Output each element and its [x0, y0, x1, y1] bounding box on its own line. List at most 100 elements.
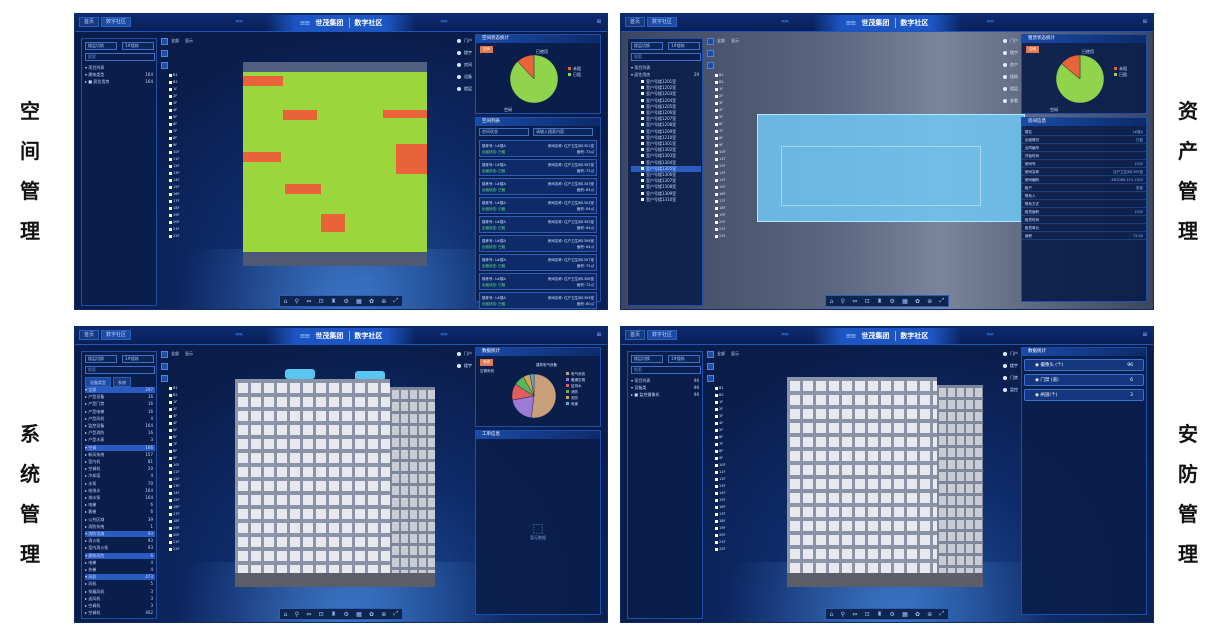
search-icon[interactable]: ⚲	[840, 610, 846, 618]
floor-item[interactable]: 3F	[169, 100, 183, 106]
view-mode-item[interactable]: 楼层	[1003, 86, 1018, 92]
tree-room-item[interactable]: 室户号楼1207室	[631, 116, 701, 122]
tab-digital-community[interactable]: 数字社区	[647, 330, 678, 340]
checkbox-icon[interactable]	[641, 191, 644, 195]
floor-item[interactable]: 19F	[169, 525, 183, 531]
floor-item[interactable]: 19F	[715, 525, 729, 531]
floor-item[interactable]: 7F	[169, 441, 183, 447]
measure-icon[interactable]: ⇔	[852, 297, 858, 305]
tree-room-item[interactable]: 室户号楼1308室	[631, 184, 701, 190]
floor-item[interactable]: 18F	[169, 205, 183, 211]
search-input[interactable]: 搜索	[85, 366, 155, 374]
floor-item[interactable]: 17F	[169, 511, 183, 517]
tree-room-item[interactable]: 室户号楼1201室	[631, 79, 701, 85]
frame-icon[interactable]: ⊡	[318, 297, 324, 305]
floor-item[interactable]: 21F	[715, 226, 729, 232]
status-filter[interactable]: 房间状态	[479, 128, 529, 136]
rooftop-equipment[interactable]	[285, 369, 315, 379]
tab-home[interactable]: 首页	[625, 330, 646, 340]
floor-item[interactable]: 1F	[715, 399, 729, 405]
floor-item[interactable]: 9F	[169, 142, 183, 148]
tab-home[interactable]: 首页	[625, 17, 646, 27]
floor-item[interactable]: 20F	[169, 532, 183, 538]
space-card[interactable]: 楼栋号: 1#楼A 房间名称: 住户卫生间1308室 出租状态: 已租 面积: 72㎡	[479, 273, 597, 290]
floor-item[interactable]: B2	[715, 79, 729, 85]
plus-icon[interactable]: ⊕	[381, 297, 387, 305]
grid-icon[interactable]: ▦	[902, 610, 908, 618]
frame-icon[interactable]: ⊡	[318, 610, 324, 618]
floor-item[interactable]: 9F	[715, 142, 729, 148]
view-mode-item[interactable]: 门户	[457, 351, 472, 357]
tree-node[interactable]: ▾ 项目列表	[85, 65, 105, 70]
shield-icon[interactable]	[707, 375, 714, 382]
tree-node[interactable]: ▸ 空调机 402	[85, 610, 153, 616]
tree-node[interactable]: ▾ 风机 473	[85, 574, 155, 581]
tree-node[interactable]: ▸ 户型设备 16	[85, 394, 153, 400]
checkbox-icon[interactable]	[641, 104, 644, 108]
flower-icon[interactable]: ✿	[368, 610, 375, 618]
floor-item[interactable]: 10F	[715, 462, 729, 468]
floor-item[interactable]: 6F	[169, 434, 183, 440]
window-icon[interactable]: ⊞	[596, 19, 601, 25]
tree-node[interactable]: ▸ 室内机 81	[85, 459, 153, 464]
floor-item[interactable]: 14F	[715, 177, 729, 183]
tree-node[interactable]: ▸ ■ 居住用房 164	[85, 79, 153, 84]
tree-node[interactable]: ▸ 新风系统 157	[85, 451, 153, 457]
floor-item[interactable]: 3F	[715, 100, 729, 106]
floor-item[interactable]: 17F	[169, 198, 183, 204]
tab-home[interactable]: 首页	[79, 17, 100, 27]
search-input[interactable]: 搜索	[85, 53, 155, 61]
checkbox-icon[interactable]	[641, 135, 644, 139]
floor-select[interactable]: 楼层切换	[631, 355, 663, 363]
frame-icon[interactable]: ⊡	[864, 297, 870, 305]
space-card[interactable]: 楼栋号: 1#楼A 房间名称: 住户卫生间1309室 出租状态: 已租 面积: 80㎡	[479, 292, 597, 309]
floor-item[interactable]: B1	[715, 72, 729, 78]
measure-icon[interactable]: ⇔	[852, 610, 858, 618]
shield-icon[interactable]	[161, 62, 168, 69]
stat-access-control[interactable]: ◉ 门禁 (道) 6	[1024, 374, 1144, 386]
gear-icon[interactable]: ⚙	[343, 610, 349, 618]
floor-item[interactable]: 11F	[169, 469, 183, 475]
search-icon[interactable]: ⚲	[840, 297, 846, 305]
floor-item[interactable]: 4F	[169, 107, 183, 113]
floor-item[interactable]: 17F	[715, 511, 729, 517]
floor-item[interactable]: 18F	[715, 205, 729, 211]
floor-item[interactable]: 2F	[715, 406, 729, 412]
view-mode-item[interactable]: 楼宇	[1003, 50, 1018, 56]
floor-item[interactable]: 16F	[169, 191, 183, 197]
tree-room-item[interactable]: 室户号楼1210室	[631, 135, 701, 141]
tree-node[interactable]: ▾ 建筑风险 6	[85, 552, 155, 559]
tree-node[interactable]: ▸ 冷却塔 4	[85, 473, 153, 479]
floor-item[interactable]: B1	[169, 385, 183, 391]
floor-item[interactable]: 10F	[169, 462, 183, 468]
floor-select[interactable]: 楼层切换	[631, 42, 663, 50]
view-mode-item[interactable]: 门禁	[1003, 375, 1018, 381]
floor-item[interactable]: 11F	[715, 156, 729, 162]
floor-item[interactable]: 19F	[715, 212, 729, 218]
tree-node[interactable]: ▸ ■ 监控摄像机 96	[631, 392, 699, 397]
floor-item[interactable]: 8F	[169, 135, 183, 141]
plus-icon[interactable]: ⊕	[927, 610, 933, 618]
checkbox-icon[interactable]	[641, 197, 644, 201]
display-toggle[interactable]: 全部 显示	[171, 38, 193, 43]
layers-icon[interactable]	[161, 351, 168, 358]
floor-item[interactable]: 3F	[715, 413, 729, 419]
floor-item[interactable]: 11F	[715, 469, 729, 475]
home-icon[interactable]: ⌂	[283, 610, 288, 618]
tree-room-item[interactable]: 室户号楼1304室	[631, 160, 701, 166]
display-toggle[interactable]: 全部 显示	[717, 351, 739, 356]
floor-item[interactable]: 8F	[715, 448, 729, 454]
building-select[interactable]: 1#楼栋	[668, 355, 700, 363]
tree-node[interactable]: ▸ 户型水表 3	[85, 437, 153, 443]
floor-item[interactable]: 9F	[169, 455, 183, 461]
expand-icon[interactable]: ⤢	[939, 297, 945, 304]
tree-node[interactable]: ▾ 居住用房 29	[631, 72, 699, 77]
grid-icon[interactable]: ▦	[902, 297, 908, 305]
floor-item[interactable]: 15F	[169, 497, 183, 503]
floor-item[interactable]: 7F	[169, 128, 183, 134]
rooftop-equipment[interactable]	[355, 371, 385, 381]
checkbox-icon[interactable]	[641, 179, 644, 183]
stat-gate[interactable]: ◉ 闸道(个) 3	[1024, 389, 1144, 401]
pie-slice[interactable]	[517, 54, 535, 80]
person-icon[interactable]: ♜	[876, 610, 883, 618]
